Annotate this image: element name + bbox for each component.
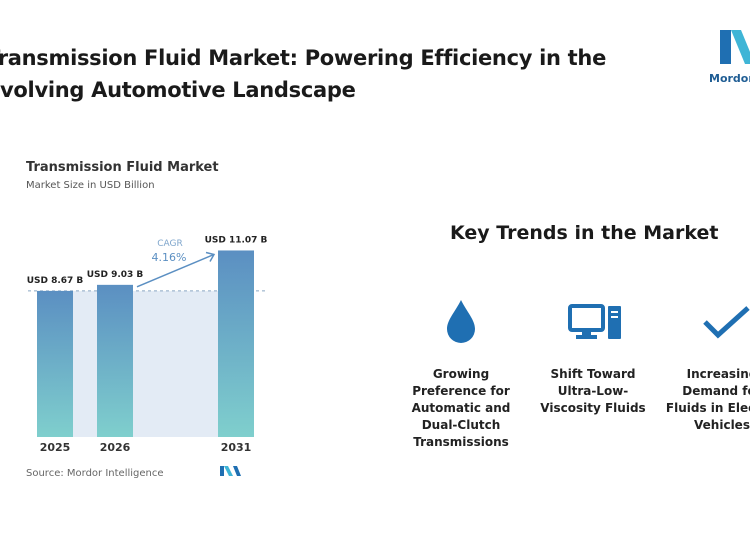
value-label: USD 8.67 B xyxy=(27,276,84,286)
trend-label: Increasing Demand for Fluids in Electric… xyxy=(665,367,750,432)
x-tick-label: 2026 xyxy=(100,441,131,454)
baseline-area xyxy=(37,290,254,437)
page-title: Evolving Automotive Landscape xyxy=(0,78,356,102)
cagr-arrow xyxy=(136,253,215,288)
chart-source: Source: Mordor Intelligence xyxy=(26,468,164,479)
computer-icon xyxy=(568,304,621,339)
cagr-arrowhead xyxy=(205,251,216,262)
value-label: USD 11.07 B xyxy=(205,235,268,245)
source-logo xyxy=(220,466,241,476)
trend-label: Shift Toward Ultra-Low-Viscosity Fluids xyxy=(540,367,646,415)
value-label: USD 9.03 B xyxy=(87,270,144,280)
bar xyxy=(218,250,254,437)
chart-subtitle: Market Size in USD Billion xyxy=(26,180,155,191)
cagr-label: CAGR xyxy=(157,239,183,249)
trend-label: Growing Preference for Automatic and Dua… xyxy=(411,367,511,449)
logo-text: Mordor Intelligence xyxy=(709,72,750,85)
drop-icon xyxy=(447,300,475,343)
chart-title: Transmission Fluid Market xyxy=(26,160,219,175)
trends-title: Key Trends in the Market xyxy=(450,222,719,244)
chart: Transmission Fluid Market Market Size in… xyxy=(26,160,268,479)
x-tick-label: 2031 xyxy=(221,441,252,454)
check-icon xyxy=(703,306,750,339)
bar xyxy=(37,290,73,437)
bar xyxy=(97,284,133,437)
x-tick-label: 2025 xyxy=(40,441,71,454)
cagr-value: 4.16% xyxy=(152,251,187,264)
logo-icon xyxy=(720,30,750,64)
page-title: Transmission Fluid Market: Powering Effi… xyxy=(0,46,607,70)
